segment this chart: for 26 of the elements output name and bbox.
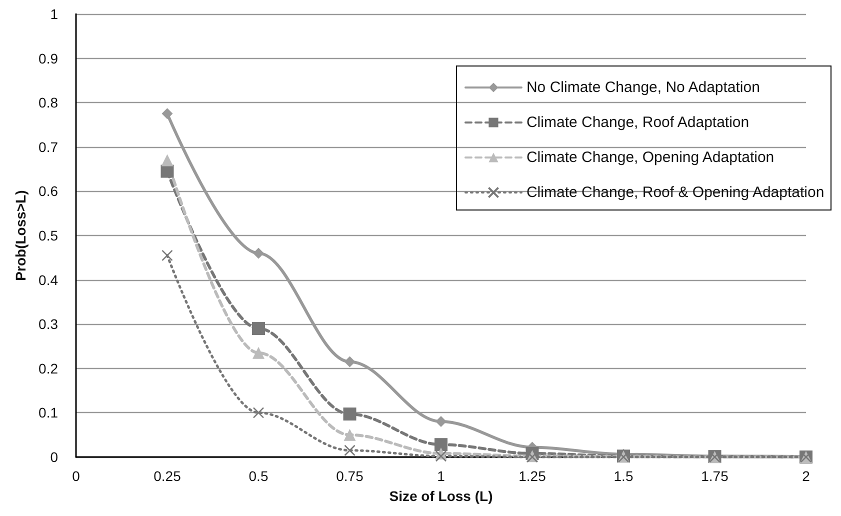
y-tick-label: 0.1 bbox=[38, 404, 58, 421]
x-tick-label: 1.5 bbox=[614, 468, 634, 484]
x-axis-title: Size of Loss (L) bbox=[389, 488, 493, 504]
y-tick-label: 0.6 bbox=[38, 183, 58, 200]
y-tick-label: 0.5 bbox=[38, 228, 58, 244]
x-tick-label: 1.75 bbox=[701, 468, 729, 484]
legend-label: No Climate Change, No Adaptation bbox=[526, 79, 760, 96]
x-tick-label: 0.25 bbox=[154, 468, 182, 484]
y-tick-label: 0.9 bbox=[38, 50, 58, 66]
x-tick-label: 0.75 bbox=[336, 468, 364, 484]
legend-label: Climate Change, Roof Adaptation bbox=[526, 114, 750, 131]
y-axis-title: Prob(Loss>L) bbox=[12, 190, 29, 281]
x-tick-label: 1.25 bbox=[518, 468, 546, 484]
legend-label: Climate Change, Opening Adaptation bbox=[526, 149, 774, 166]
legend-label: Climate Change, Roof & Opening Adaptation bbox=[526, 184, 824, 201]
y-tick-label: 0.2 bbox=[38, 360, 58, 376]
y-tick-label: 0.4 bbox=[38, 272, 58, 288]
x-tick-label: 2 bbox=[802, 468, 810, 484]
x-tick-label: 0 bbox=[72, 468, 80, 484]
y-tick-label: 1 bbox=[50, 6, 58, 22]
y-tick-label: 0.8 bbox=[38, 94, 58, 111]
y-tick-label: 0.3 bbox=[38, 316, 58, 332]
x-tick-label: 0.5 bbox=[248, 468, 268, 484]
x-tick-label: 1 bbox=[437, 468, 446, 484]
y-tick-label: 0 bbox=[50, 449, 58, 465]
y-tick-label: 0.7 bbox=[38, 138, 58, 155]
